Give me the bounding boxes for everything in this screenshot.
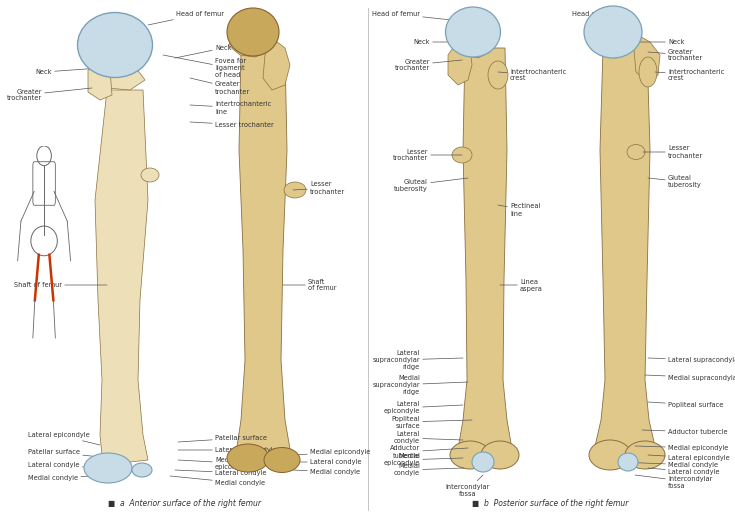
Polygon shape bbox=[95, 90, 148, 465]
Text: Lateral epicondyle: Lateral epicondyle bbox=[178, 447, 277, 453]
Text: Medial supracondylar ridge: Medial supracondylar ridge bbox=[645, 375, 735, 381]
Ellipse shape bbox=[227, 444, 269, 472]
Text: Greater
trochanter: Greater trochanter bbox=[395, 58, 462, 71]
Text: Shaft of femur: Shaft of femur bbox=[14, 282, 107, 288]
Ellipse shape bbox=[618, 453, 638, 471]
Text: Lateral condyle: Lateral condyle bbox=[175, 470, 267, 476]
Ellipse shape bbox=[481, 441, 519, 469]
Ellipse shape bbox=[264, 448, 300, 473]
Ellipse shape bbox=[488, 61, 508, 89]
Ellipse shape bbox=[627, 144, 645, 159]
Text: Lateral condyle: Lateral condyle bbox=[28, 462, 100, 468]
Ellipse shape bbox=[141, 168, 159, 182]
Ellipse shape bbox=[625, 441, 665, 469]
Text: Pectineal
line: Pectineal line bbox=[498, 204, 540, 217]
Polygon shape bbox=[590, 36, 628, 58]
Ellipse shape bbox=[77, 13, 152, 78]
Text: Greater
trochanter: Greater trochanter bbox=[7, 88, 92, 102]
Polygon shape bbox=[448, 35, 472, 85]
Text: Intertrochanteric
line: Intertrochanteric line bbox=[190, 102, 271, 115]
Polygon shape bbox=[263, 38, 290, 90]
Text: Fovea for
ligament
of head: Fovea for ligament of head bbox=[163, 55, 246, 78]
Text: Lateral
epicondyle: Lateral epicondyle bbox=[384, 402, 463, 415]
Text: Patellar surface: Patellar surface bbox=[28, 449, 100, 457]
Ellipse shape bbox=[639, 57, 657, 87]
Polygon shape bbox=[235, 52, 291, 460]
Polygon shape bbox=[634, 34, 660, 82]
Text: Medial
epicondyle: Medial epicondyle bbox=[384, 453, 463, 466]
Text: Shaft
of femur: Shaft of femur bbox=[283, 279, 337, 292]
Text: Medial condyle: Medial condyle bbox=[618, 462, 718, 468]
Text: Intercondylar
fossa: Intercondylar fossa bbox=[446, 475, 490, 497]
Text: Greater
trochanter: Greater trochanter bbox=[648, 48, 703, 61]
Polygon shape bbox=[88, 62, 112, 100]
Text: Gluteal
tuberosity: Gluteal tuberosity bbox=[648, 176, 702, 189]
Text: Lateral condyle: Lateral condyle bbox=[648, 468, 720, 475]
Text: Medial
epicondyle: Medial epicondyle bbox=[178, 456, 251, 469]
Text: Lateral condyle: Lateral condyle bbox=[290, 459, 362, 465]
Ellipse shape bbox=[450, 441, 490, 469]
Ellipse shape bbox=[132, 463, 152, 477]
Text: Lateral
condyle: Lateral condyle bbox=[394, 431, 463, 444]
Text: Neck: Neck bbox=[35, 68, 100, 75]
Text: Lesser
trochanter: Lesser trochanter bbox=[393, 148, 462, 162]
Ellipse shape bbox=[284, 182, 306, 198]
Text: Lesser
trochanter: Lesser trochanter bbox=[293, 181, 345, 194]
Text: Head of femur: Head of femur bbox=[148, 11, 224, 25]
Text: Neck: Neck bbox=[175, 45, 232, 58]
Ellipse shape bbox=[472, 452, 494, 472]
Text: Lesser
trochanter: Lesser trochanter bbox=[643, 145, 703, 158]
Text: Lateral
supracondylar
ridge: Lateral supracondylar ridge bbox=[373, 350, 463, 370]
Text: Intertrochanteric
crest: Intertrochanteric crest bbox=[655, 68, 724, 81]
Text: Popliteal
surface: Popliteal surface bbox=[391, 416, 472, 428]
Ellipse shape bbox=[584, 6, 642, 58]
Text: Popliteal surface: Popliteal surface bbox=[648, 402, 723, 408]
Ellipse shape bbox=[445, 7, 501, 57]
Text: Gluteal
tuberosity: Gluteal tuberosity bbox=[394, 178, 468, 192]
Text: ■  a  Anterior surface of the right femur: ■ a Anterior surface of the right femur bbox=[109, 499, 262, 508]
Text: Medial condyle: Medial condyle bbox=[170, 476, 265, 486]
Text: Intercondylar
fossa: Intercondylar fossa bbox=[635, 475, 712, 489]
Text: Medial epicondyle: Medial epicondyle bbox=[295, 449, 370, 455]
Text: Intertrochanteric
crest: Intertrochanteric crest bbox=[498, 68, 566, 81]
Text: Head of femur: Head of femur bbox=[572, 11, 620, 22]
Polygon shape bbox=[228, 35, 268, 57]
Text: Greater
trochanter: Greater trochanter bbox=[190, 78, 250, 94]
Text: Linea
aspera: Linea aspera bbox=[500, 279, 543, 292]
Text: Neck: Neck bbox=[414, 39, 465, 45]
Text: Lateral epicondyle: Lateral epicondyle bbox=[28, 432, 100, 445]
Text: Adductor tubercle: Adductor tubercle bbox=[642, 429, 728, 435]
Text: Medial epicondyle: Medial epicondyle bbox=[635, 445, 728, 451]
Text: Head of femur: Head of femur bbox=[372, 11, 470, 22]
Text: Adductor
tubercle: Adductor tubercle bbox=[390, 445, 468, 458]
Text: Lesser trochanter: Lesser trochanter bbox=[190, 122, 273, 128]
Ellipse shape bbox=[227, 8, 279, 56]
Polygon shape bbox=[450, 35, 490, 58]
Text: Patellar surface: Patellar surface bbox=[178, 435, 267, 442]
Text: Lateral supracondylar ridge: Lateral supracondylar ridge bbox=[648, 357, 735, 363]
Text: Medial
condyle: Medial condyle bbox=[394, 464, 464, 477]
Text: Medial
supracondylar
ridge: Medial supracondylar ridge bbox=[373, 375, 468, 395]
Polygon shape bbox=[90, 45, 145, 90]
Polygon shape bbox=[593, 48, 657, 455]
Ellipse shape bbox=[589, 440, 631, 470]
Polygon shape bbox=[457, 48, 513, 455]
Text: Lateral epicondyle: Lateral epicondyle bbox=[648, 455, 730, 461]
Text: Medial condyle: Medial condyle bbox=[293, 469, 360, 475]
Text: ■  b  Posterior surface of the right femur: ■ b Posterior surface of the right femur bbox=[472, 499, 628, 508]
Text: Medial condyle: Medial condyle bbox=[28, 475, 112, 481]
Text: Neck: Neck bbox=[628, 39, 684, 45]
Ellipse shape bbox=[452, 147, 472, 163]
Ellipse shape bbox=[84, 453, 132, 483]
